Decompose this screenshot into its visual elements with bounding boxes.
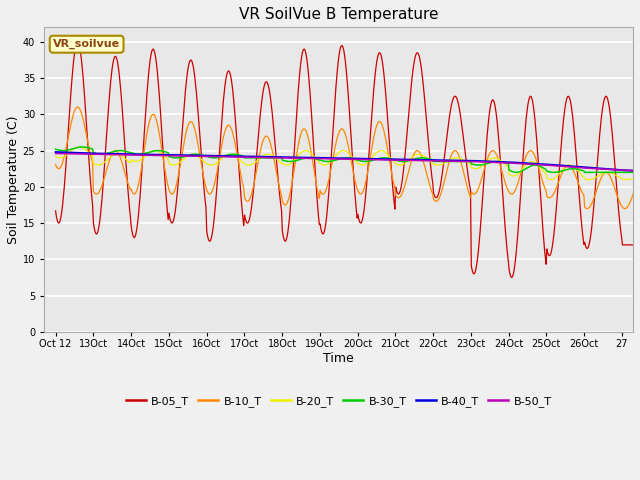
B-30_T (124, 149, 131, 155)
B-50_T (234, 154, 241, 160)
B-40_T (123, 151, 131, 157)
B-10_T (234, 158, 242, 164)
B-10_T (455, 152, 463, 158)
B-30_T (234, 152, 242, 157)
B-20_T (52, 154, 60, 159)
Line: B-10_T: B-10_T (56, 107, 640, 332)
B-30_T (287, 158, 295, 164)
B-40_T (52, 149, 60, 155)
B-05_T (421, 99, 429, 105)
X-axis label: Time: Time (323, 352, 354, 365)
B-05_T (287, 197, 295, 203)
B-10_T (124, 178, 131, 184)
B-20_T (124, 157, 131, 163)
B-30_T (264, 155, 272, 161)
B-05_T (264, 82, 272, 88)
B-20_T (455, 155, 463, 161)
B-05_T (455, 103, 463, 108)
B-40_T (286, 155, 294, 160)
B-10_T (74, 104, 81, 110)
B-30_T (455, 158, 463, 164)
B-40_T (454, 157, 461, 163)
Y-axis label: Soil Temperature (C): Soil Temperature (C) (7, 115, 20, 244)
B-40_T (264, 154, 271, 160)
B-05_T (52, 208, 60, 214)
B-50_T (454, 158, 461, 164)
B-20_T (264, 151, 272, 157)
B-20_T (287, 160, 295, 166)
Title: VR SoilVue B Temperature: VR SoilVue B Temperature (239, 7, 438, 22)
Line: B-05_T: B-05_T (56, 42, 640, 332)
B-50_T (123, 152, 131, 158)
B-40_T (234, 154, 241, 159)
B-05_T (74, 39, 81, 45)
B-20_T (234, 156, 242, 161)
B-10_T (287, 186, 295, 192)
B-10_T (264, 135, 272, 141)
B-50_T (52, 151, 60, 156)
Line: B-20_T: B-20_T (56, 147, 640, 332)
B-50_T (420, 158, 428, 164)
Line: B-40_T: B-40_T (56, 152, 640, 332)
B-30_T (52, 146, 60, 152)
B-10_T (421, 164, 429, 170)
B-10_T (52, 162, 60, 168)
Text: VR_soilvue: VR_soilvue (53, 39, 120, 49)
B-05_T (234, 156, 242, 162)
B-50_T (264, 155, 271, 160)
B-20_T (76, 144, 83, 150)
B-50_T (286, 155, 294, 161)
B-30_T (79, 144, 86, 150)
Legend: B-05_T, B-10_T, B-20_T, B-30_T, B-40_T, B-50_T: B-05_T, B-10_T, B-20_T, B-30_T, B-40_T, … (121, 392, 556, 412)
B-30_T (421, 155, 429, 161)
B-20_T (421, 154, 429, 159)
B-40_T (420, 157, 428, 163)
Line: B-30_T: B-30_T (56, 147, 640, 332)
Line: B-50_T: B-50_T (56, 154, 640, 332)
B-05_T (124, 178, 131, 183)
